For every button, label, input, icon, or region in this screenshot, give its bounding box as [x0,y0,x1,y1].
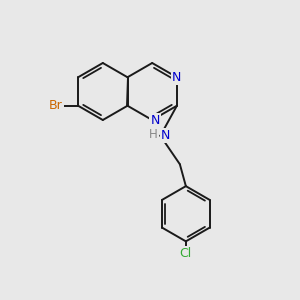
Text: H: H [148,128,157,141]
Text: N: N [161,129,170,142]
Text: N: N [172,71,182,84]
Text: Cl: Cl [180,247,192,260]
Text: N: N [151,113,160,127]
Text: Br: Br [49,99,62,112]
